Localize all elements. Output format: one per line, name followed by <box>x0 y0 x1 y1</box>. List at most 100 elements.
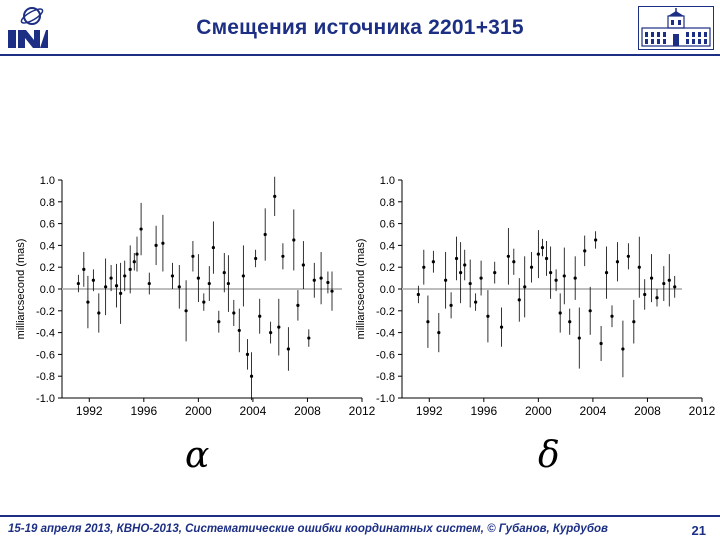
y-tick-label: -0.4 <box>376 328 395 340</box>
data-point <box>667 278 671 282</box>
delta-symbol: δ <box>538 435 560 476</box>
y-tick-label: 0.0 <box>380 284 395 296</box>
data-point <box>211 245 215 250</box>
slide-footer: 15-19 апреля 2013, КВНО-2013, Систематич… <box>0 515 720 540</box>
slide-title: Смещения источника 2201+315 <box>196 16 524 39</box>
y-tick-label: -0.2 <box>376 306 395 318</box>
data-point <box>232 311 236 315</box>
data-point <box>249 374 254 378</box>
data-point <box>583 249 587 253</box>
data-point <box>245 352 250 356</box>
alpha-offset-chart: 1.0 0.8 0.6 0.4 0.2 0.0 -0.2 -0.4 -0.6 -0.8 -1.0 19… <box>15 175 376 418</box>
data-point <box>109 276 113 280</box>
data-point <box>258 314 262 318</box>
data-point <box>254 256 258 261</box>
y-axis-label: milliarcsecond (mas) <box>355 239 367 340</box>
data-point <box>673 285 677 289</box>
y-tick-label: 0.4 <box>40 240 55 252</box>
data-point <box>207 281 211 286</box>
data-point <box>237 328 241 333</box>
data-point <box>610 314 614 318</box>
data-point <box>281 254 285 258</box>
x-tick-label: 1992 <box>76 404 103 418</box>
data-point <box>486 314 490 318</box>
data-point <box>312 278 316 282</box>
data-point <box>594 238 598 242</box>
y-tick-label: 0.6 <box>380 219 395 231</box>
x-tick-label: 1992 <box>416 404 443 418</box>
x-tick-label: 1996 <box>130 404 157 418</box>
data-point <box>139 227 143 231</box>
data-point <box>554 278 558 282</box>
y-tick-label: 0.0 <box>40 284 55 296</box>
y-tick-label: -0.2 <box>36 306 55 318</box>
data-point <box>459 271 463 275</box>
data-point <box>191 254 195 258</box>
data-point <box>523 285 527 289</box>
delta-offset-chart: 1.0 0.8 0.6 0.4 0.2 0.0 -0.2 -0.4 -0.6 -0.8 -1.0 19… <box>355 175 716 418</box>
data-point <box>326 280 330 285</box>
data-point <box>643 292 647 297</box>
data-point <box>444 278 448 282</box>
data-point <box>468 281 472 286</box>
y-axis-label: milliarcsecond (mas) <box>15 239 27 340</box>
data-point <box>86 300 90 304</box>
data-point <box>558 311 562 315</box>
data-point <box>241 274 245 278</box>
data-point <box>544 256 549 261</box>
y-tick-label: 0.8 <box>380 197 395 209</box>
page-number: 21 <box>691 523 706 538</box>
data-point <box>493 271 497 275</box>
data-point <box>319 276 323 280</box>
footer-caption: 15-19 апреля 2013, КВНО-2013, Систематич… <box>8 523 608 535</box>
x-tick-label: 2008 <box>634 404 661 418</box>
data-point <box>286 347 290 351</box>
data-point <box>604 271 609 275</box>
y-tick-label: 0.8 <box>40 197 55 209</box>
data-point <box>217 320 221 324</box>
alpha-symbol: α <box>185 435 210 476</box>
data-point <box>277 325 281 329</box>
data-point <box>506 254 510 258</box>
data-point <box>273 194 277 198</box>
y-tick-label: -0.4 <box>36 328 55 340</box>
data-point <box>431 260 435 264</box>
slide-header: Смещения источника 2201+315 <box>0 0 720 56</box>
y-tick-label: -1.0 <box>36 393 55 405</box>
data-point <box>301 263 305 267</box>
data-point <box>135 252 139 256</box>
data-point <box>615 260 620 264</box>
data-point <box>588 309 592 313</box>
data-point <box>170 274 175 278</box>
data-point <box>549 271 553 275</box>
building-logo-icon <box>638 6 714 50</box>
x-tick-label: 2004 <box>240 404 267 418</box>
y-tick-label: 1.0 <box>40 175 55 187</box>
data-point <box>147 281 151 286</box>
data-point <box>499 325 504 329</box>
data-point <box>202 300 206 304</box>
data-point <box>91 278 95 282</box>
data-point <box>662 281 666 286</box>
data-point <box>437 331 441 335</box>
data-point <box>529 265 534 269</box>
data-point <box>196 276 200 280</box>
y-tick-label: -0.6 <box>36 349 55 361</box>
data-point <box>512 260 516 264</box>
data-point <box>479 276 483 280</box>
data-point <box>104 285 108 289</box>
data-point <box>422 265 426 269</box>
data-point <box>649 276 654 280</box>
x-tick-label: 1996 <box>470 404 497 418</box>
data-point <box>536 252 540 256</box>
data-point <box>568 320 572 324</box>
x-tick-label: 2012 <box>689 404 716 418</box>
data-point <box>426 320 430 324</box>
y-tick-label: 1.0 <box>380 175 395 187</box>
data-point <box>226 281 230 286</box>
data-point <box>637 265 641 269</box>
x-tick-label: 2000 <box>525 404 552 418</box>
data-point <box>296 303 300 307</box>
data-point <box>416 292 420 297</box>
data-point <box>222 271 226 275</box>
